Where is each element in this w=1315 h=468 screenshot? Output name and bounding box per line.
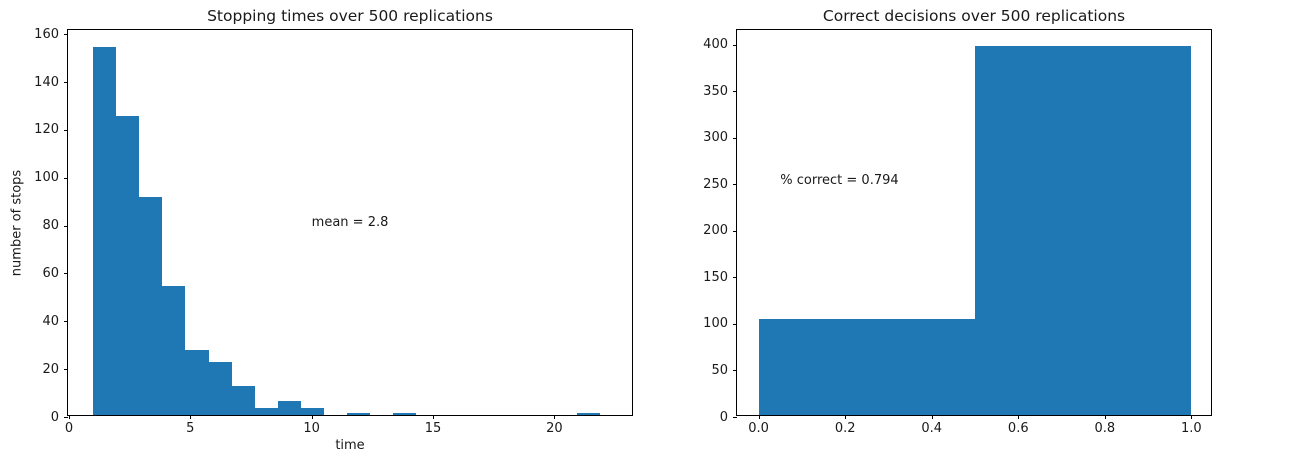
y-tick-label: 60 [42,265,59,281]
x-tick [68,415,70,419]
histogram-bar [93,46,117,415]
y-tick [733,417,737,418]
stopping-times-histogram: Stopping times over 500 replications mea… [10,8,633,452]
histogram-bar [300,407,324,415]
y-tick-label: 20 [42,361,59,377]
y-tick-label: 400 [703,37,728,53]
y-tick [64,82,68,84]
x-tick-label: 0.6 [1007,421,1029,436]
plot-area [737,30,1211,415]
y-tick [733,370,737,372]
histogram-bar [758,319,975,415]
plot-area [68,30,632,415]
y-tick-label: 150 [703,269,728,285]
x-tick [758,415,760,419]
y-tick-label: 200 [703,223,728,239]
y-tick [64,129,68,131]
y-tick [64,177,68,179]
x-tick [554,415,556,419]
x-tick [1191,415,1193,419]
histogram-bar [392,412,417,415]
histogram-bar [208,362,232,415]
y-tick [733,137,737,139]
histogram-bar [231,386,255,415]
y-tick [733,230,737,232]
x-tick [311,415,313,419]
x-tick-label: 20 [546,421,563,436]
x-tick-label: 15 [424,421,442,436]
y-tick-label: 40 [42,313,59,329]
histogram-bar [254,407,278,415]
x-tick [931,415,933,419]
x-tick [433,415,435,419]
histogram-bar [975,45,1192,415]
histogram-bar [162,285,186,415]
histogram-bar [139,197,163,415]
y-tick [64,273,68,275]
x-tick-label: 0.4 [921,421,943,436]
x-tick [1104,415,1106,419]
y-axis-label: number of stops [9,169,25,276]
y-tick-label: 50 [711,362,728,378]
y-tick [733,277,737,279]
x-tick [190,415,192,419]
y-tick-label: 120 [34,122,59,138]
y-tick [64,417,68,418]
y-tick-label: 100 [703,316,728,332]
mean-annotation: mean = 2.8 [311,214,389,230]
chart-title: Stopping times over 500 replications [207,7,493,25]
x-tick-label: 0.0 [748,421,769,436]
y-tick-label: 0 [719,409,728,425]
histogram-bar [116,116,140,415]
x-tick-label: 0.8 [1094,421,1116,436]
y-tick [733,44,737,46]
x-tick-label: 0 [64,421,74,436]
y-tick [64,321,68,323]
y-tick-label: 100 [34,170,59,186]
x-tick-label: 1.0 [1181,421,1202,436]
percent-correct-annotation: % correct = 0.794 [780,173,899,189]
y-tick [733,323,737,325]
y-tick-label: 0 [50,409,59,425]
y-tick-label: 250 [703,176,728,192]
correct-decisions-histogram: Correct decisions over 500 replications … [703,8,1212,435]
y-tick-label: 140 [34,74,59,90]
x-axis-label: time [335,438,365,453]
chart-title: Correct decisions over 500 replications [822,7,1126,25]
y-tick-label: 80 [42,218,59,234]
histogram-bar [577,412,601,415]
x-tick-label: 10 [303,421,320,436]
y-tick [733,91,737,93]
y-tick [733,184,737,186]
x-tick [845,415,847,419]
histogram-bar [277,400,301,415]
y-tick-label: 300 [703,130,728,146]
y-tick [64,34,68,36]
histogram-bar [185,350,209,415]
y-tick-label: 350 [703,83,728,99]
y-tick [64,369,68,371]
y-tick-label: 160 [34,26,59,42]
histogram-bar [346,412,370,415]
x-tick [1018,415,1020,419]
x-tick-label: 0.2 [834,421,856,436]
x-tick-label: 5 [186,421,195,436]
y-tick [64,225,68,227]
